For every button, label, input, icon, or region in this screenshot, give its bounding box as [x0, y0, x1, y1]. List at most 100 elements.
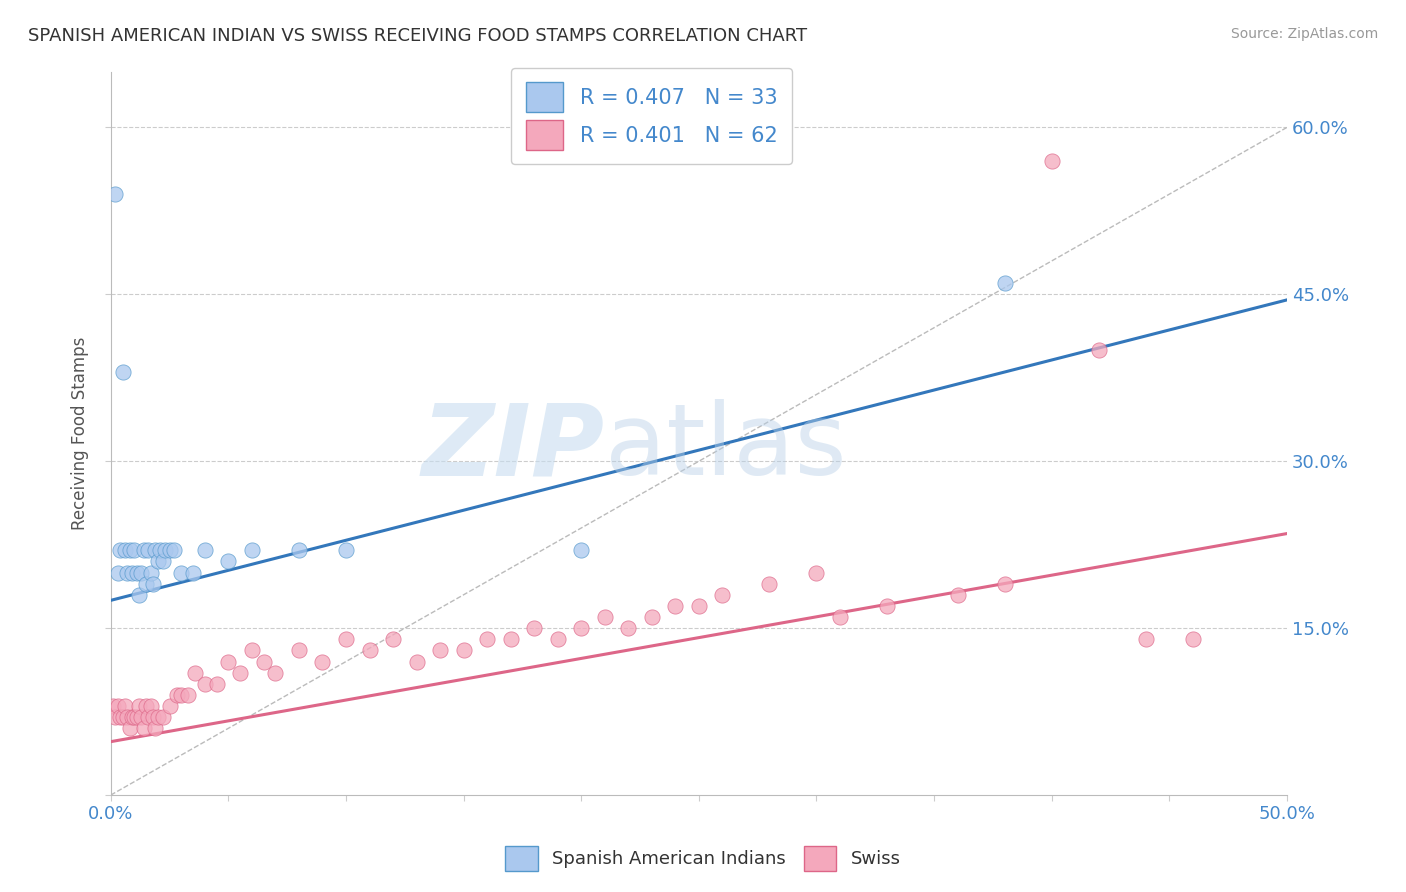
Point — [569, 543, 592, 558]
Point — [664, 599, 686, 613]
Point — [569, 621, 592, 635]
Point — [993, 576, 1015, 591]
Point — [138, 710, 160, 724]
Point — [131, 710, 153, 724]
Point — [758, 576, 780, 591]
Point — [181, 566, 204, 580]
Point — [806, 566, 828, 580]
Y-axis label: Receiving Food Stamps: Receiving Food Stamps — [72, 337, 89, 530]
Point — [111, 365, 134, 379]
Point — [253, 655, 276, 669]
Point — [335, 632, 357, 647]
Point — [177, 688, 200, 702]
Point — [145, 721, 167, 735]
Point — [153, 543, 176, 558]
Point — [107, 566, 129, 580]
Point — [115, 566, 138, 580]
Point — [170, 688, 193, 702]
Point — [240, 643, 263, 657]
Point — [125, 566, 148, 580]
Point — [946, 588, 969, 602]
Point — [311, 655, 333, 669]
Point — [405, 655, 427, 669]
Point — [131, 566, 153, 580]
Point — [359, 643, 381, 657]
Point — [641, 610, 664, 624]
Point — [149, 543, 172, 558]
Point — [135, 576, 157, 591]
Point — [111, 710, 134, 724]
Point — [264, 665, 287, 680]
Point — [152, 710, 174, 724]
Text: ZIP: ZIP — [422, 400, 605, 497]
Point — [547, 632, 569, 647]
Point — [121, 566, 143, 580]
Point — [104, 187, 127, 202]
Point — [114, 699, 136, 714]
Point — [108, 543, 131, 558]
Point — [184, 665, 207, 680]
Point — [124, 543, 146, 558]
Point — [288, 543, 311, 558]
Point — [145, 543, 167, 558]
Point — [121, 710, 143, 724]
Point — [146, 710, 169, 724]
Point — [124, 710, 146, 724]
Point — [159, 699, 181, 714]
Legend: Spanish American Indians, Swiss: Spanish American Indians, Swiss — [498, 838, 908, 879]
Point — [1181, 632, 1204, 647]
Point — [194, 677, 217, 691]
Point — [828, 610, 851, 624]
Point — [194, 543, 217, 558]
Point — [1135, 632, 1157, 647]
Point — [107, 699, 129, 714]
Text: SPANISH AMERICAN INDIAN VS SWISS RECEIVING FOOD STAMPS CORRELATION CHART: SPANISH AMERICAN INDIAN VS SWISS RECEIVI… — [28, 27, 807, 45]
Point — [101, 699, 124, 714]
Point — [217, 655, 239, 669]
Point — [475, 632, 498, 647]
Point — [240, 543, 263, 558]
Point — [139, 699, 162, 714]
Point — [152, 554, 174, 568]
Legend: R = 0.407   N = 33, R = 0.401   N = 62: R = 0.407 N = 33, R = 0.401 N = 62 — [512, 68, 793, 164]
Point — [523, 621, 546, 635]
Point — [146, 554, 169, 568]
Point — [114, 543, 136, 558]
Point — [453, 643, 475, 657]
Point — [118, 543, 141, 558]
Point — [159, 543, 181, 558]
Point — [688, 599, 710, 613]
Point — [1040, 153, 1063, 168]
Point — [115, 710, 138, 724]
Point — [166, 688, 188, 702]
Text: atlas: atlas — [605, 400, 846, 497]
Point — [711, 588, 734, 602]
Point — [163, 543, 186, 558]
Point — [335, 543, 357, 558]
Point — [593, 610, 616, 624]
Point — [128, 588, 150, 602]
Point — [217, 554, 239, 568]
Text: Source: ZipAtlas.com: Source: ZipAtlas.com — [1230, 27, 1378, 41]
Point — [138, 543, 160, 558]
Point — [229, 665, 252, 680]
Point — [205, 677, 228, 691]
Point — [139, 566, 162, 580]
Point — [993, 277, 1015, 291]
Point — [499, 632, 522, 647]
Point — [288, 643, 311, 657]
Point — [170, 566, 193, 580]
Point — [135, 699, 157, 714]
Point — [125, 710, 148, 724]
Point — [108, 710, 131, 724]
Point — [382, 632, 405, 647]
Point — [104, 710, 127, 724]
Point — [617, 621, 640, 635]
Point — [142, 710, 165, 724]
Point — [876, 599, 898, 613]
Point — [132, 543, 155, 558]
Point — [128, 699, 150, 714]
Point — [1087, 343, 1109, 357]
Point — [118, 721, 141, 735]
Point — [142, 576, 165, 591]
